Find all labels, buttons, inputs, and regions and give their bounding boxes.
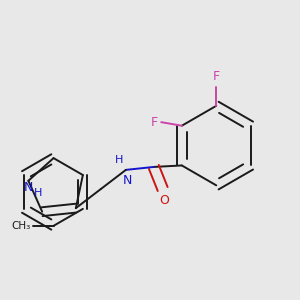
Text: O: O [159, 194, 169, 207]
Text: N: N [24, 181, 33, 194]
Text: F: F [151, 116, 158, 129]
Text: N: N [123, 174, 132, 187]
Text: H: H [34, 188, 43, 198]
Text: H: H [115, 155, 123, 166]
Text: F: F [213, 70, 220, 83]
Text: CH₃: CH₃ [11, 221, 31, 231]
